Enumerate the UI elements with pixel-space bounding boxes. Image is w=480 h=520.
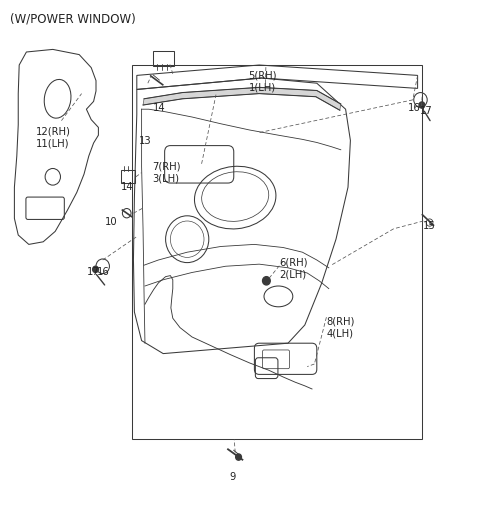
Text: 14: 14 bbox=[153, 102, 165, 113]
Circle shape bbox=[93, 266, 98, 272]
Text: 17: 17 bbox=[87, 267, 100, 278]
Text: 7(RH)
3(LH): 7(RH) 3(LH) bbox=[153, 162, 181, 184]
Text: 15: 15 bbox=[422, 220, 435, 231]
Text: 10: 10 bbox=[105, 216, 117, 227]
Text: 14: 14 bbox=[121, 181, 133, 192]
Text: 12(RH)
11(LH): 12(RH) 11(LH) bbox=[36, 127, 71, 149]
Text: 5(RH)
1(LH): 5(RH) 1(LH) bbox=[249, 71, 277, 93]
Text: 9: 9 bbox=[229, 472, 236, 483]
Text: 16: 16 bbox=[408, 103, 421, 113]
Text: 8(RH)
4(LH): 8(RH) 4(LH) bbox=[326, 317, 355, 339]
Circle shape bbox=[263, 277, 270, 285]
Text: 13: 13 bbox=[139, 136, 152, 147]
Circle shape bbox=[236, 454, 241, 460]
Text: 16: 16 bbox=[97, 267, 110, 278]
Polygon shape bbox=[143, 87, 341, 110]
Text: 17: 17 bbox=[420, 106, 432, 116]
Text: (W/POWER WINDOW): (W/POWER WINDOW) bbox=[10, 13, 135, 26]
Bar bbox=[132, 65, 422, 439]
Text: 6(RH)
2(LH): 6(RH) 2(LH) bbox=[279, 257, 308, 279]
Circle shape bbox=[419, 102, 425, 108]
